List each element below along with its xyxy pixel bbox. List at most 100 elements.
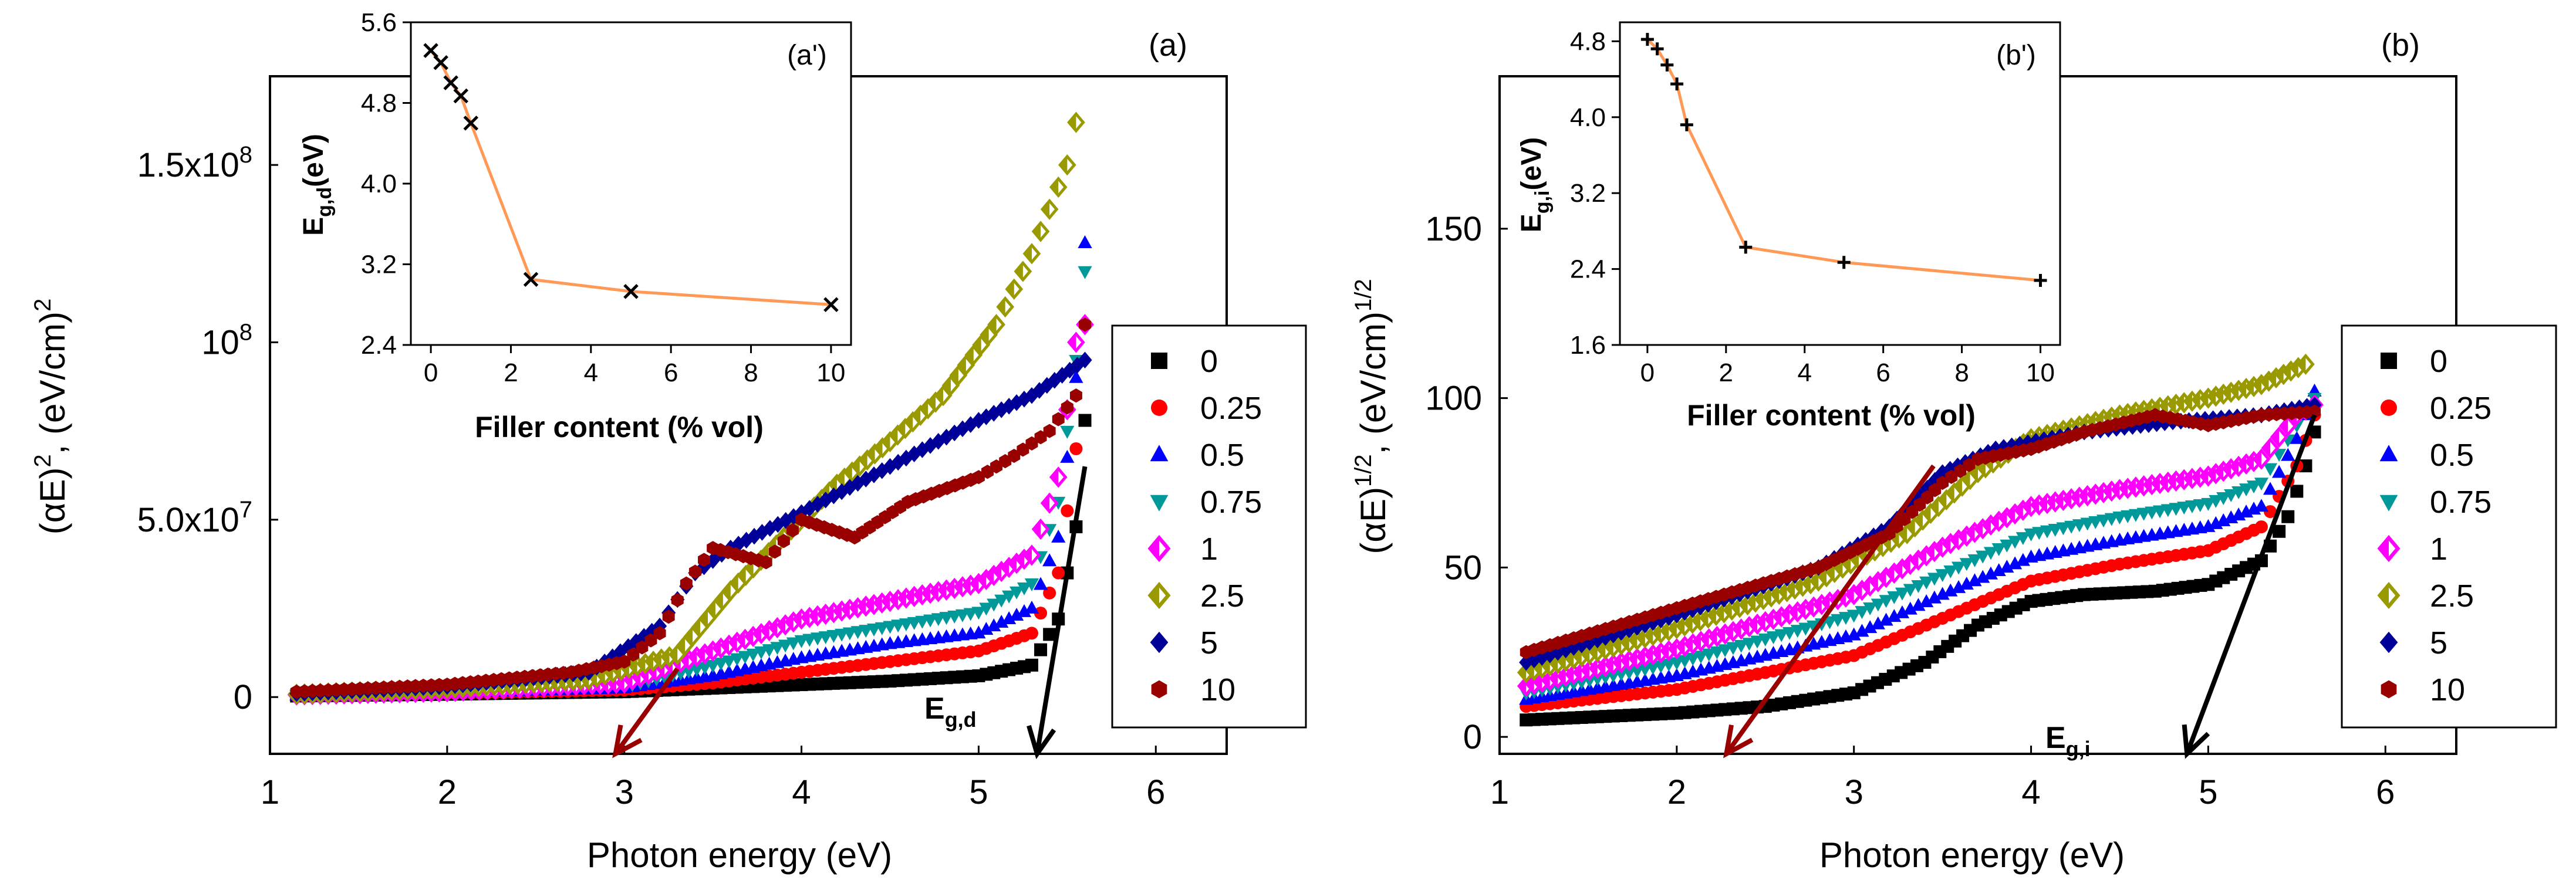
data-point bbox=[1069, 370, 1083, 383]
data-point bbox=[1693, 651, 1709, 664]
data-point bbox=[2104, 513, 2119, 526]
panel-a-x-axis-label: Photon energy (eV) bbox=[587, 835, 892, 875]
data-point bbox=[2080, 517, 2095, 531]
data-point bbox=[941, 374, 960, 397]
data-point bbox=[1040, 492, 1059, 514]
panel-b-y-axis: 0 50 100 150 bbox=[1425, 210, 1508, 756]
data-point bbox=[705, 660, 720, 673]
data-point bbox=[1024, 600, 1039, 614]
data-point bbox=[1927, 472, 1942, 489]
data-point bbox=[1895, 587, 1910, 601]
panel-a-arrows bbox=[612, 466, 1088, 760]
extrapolation-arrow bbox=[1723, 464, 1936, 759]
data-point bbox=[1903, 584, 1917, 597]
data-point bbox=[2263, 482, 2278, 495]
data-point bbox=[1677, 655, 1692, 668]
data-point bbox=[2224, 489, 2239, 502]
data-point bbox=[690, 663, 704, 677]
data-point bbox=[2008, 536, 2023, 549]
y-label-sup-2: 2 bbox=[30, 299, 56, 312]
data-point bbox=[759, 555, 772, 570]
data-point bbox=[2264, 505, 2277, 519]
data-point bbox=[1040, 198, 1059, 220]
data-point bbox=[964, 344, 983, 366]
data-point bbox=[1067, 111, 1085, 133]
y-label-prefix: (αE) bbox=[33, 468, 72, 535]
inset-data-point bbox=[1650, 42, 1664, 56]
legend-marker bbox=[2379, 445, 2398, 462]
panel-b-inset: 0 2 4 6 8 10 1.6 2.4 3.2 4.0 4.8 (b') Filler cont… bbox=[1516, 21, 2061, 432]
data-point bbox=[1726, 642, 1740, 655]
data-point bbox=[1669, 657, 1684, 671]
inset-y-tick-label: 2.4 bbox=[1570, 255, 1606, 284]
panel-a-y-axis: 0 5.0x107 108 1.5x108 bbox=[137, 142, 278, 716]
x-tick-label: 5 bbox=[969, 773, 988, 811]
data-point bbox=[2000, 539, 2014, 553]
panel-a-inset-y-label: Eg,d(eV) bbox=[298, 134, 336, 236]
legend-item-0: 0 bbox=[1151, 344, 1218, 379]
data-point bbox=[2209, 495, 2223, 508]
data-point bbox=[996, 296, 1015, 318]
legend-item-5: 5 bbox=[2379, 625, 2447, 661]
data-point bbox=[2008, 556, 2023, 570]
data-point bbox=[802, 500, 817, 517]
data-point bbox=[2231, 486, 2246, 500]
inset-x-tick-label: 0 bbox=[1640, 358, 1655, 387]
inset-x-tick-label: 6 bbox=[1876, 358, 1890, 387]
data-point bbox=[2252, 448, 2271, 470]
legend-label: 0.5 bbox=[1200, 438, 1244, 473]
data-point bbox=[1790, 625, 1805, 638]
data-point bbox=[1919, 594, 1934, 607]
x-tick-label: 4 bbox=[792, 773, 811, 811]
legend-label: 0.5 bbox=[2430, 438, 2474, 473]
data-point bbox=[754, 646, 769, 659]
data-point bbox=[2273, 524, 2286, 538]
data-point bbox=[1983, 566, 1998, 580]
data-point bbox=[1911, 598, 1926, 611]
data-point bbox=[613, 643, 628, 661]
y-label-mid: , (eV/cm) bbox=[33, 312, 72, 454]
data-point bbox=[1951, 561, 1966, 575]
data-point bbox=[1855, 624, 1869, 637]
legend-marker bbox=[2377, 581, 2401, 610]
data-point bbox=[2299, 459, 2312, 473]
legend-label: 0.75 bbox=[2430, 485, 2491, 520]
panel-a-inset: 0 2 4 6 8 10 2.4 3.2 4.0 4.8 5.6 (a') Filler cont… bbox=[298, 8, 852, 444]
inset-y-label-sub: g,d bbox=[313, 187, 336, 217]
panel-b-inset-label: (b') bbox=[1996, 40, 2036, 71]
inset-x-tick-label: 8 bbox=[744, 358, 758, 387]
data-point bbox=[972, 334, 991, 356]
legend-label: 5 bbox=[1200, 625, 1218, 661]
series-0.75 bbox=[1519, 392, 2322, 701]
inset-data-point bbox=[1680, 118, 1693, 131]
data-point bbox=[2308, 404, 2321, 419]
data-point bbox=[1927, 573, 1942, 586]
data-point bbox=[1002, 611, 1017, 625]
data-point bbox=[1049, 466, 1068, 488]
data-point bbox=[987, 598, 1001, 612]
data-point bbox=[1750, 635, 1765, 649]
data-point bbox=[2000, 560, 2014, 573]
data-point bbox=[971, 412, 986, 429]
inset-y-label-base: E bbox=[298, 217, 329, 236]
data-point bbox=[1043, 424, 1056, 438]
legend-item-0: 0 bbox=[2381, 344, 2447, 379]
data-point bbox=[1991, 563, 2006, 576]
data-point bbox=[1017, 604, 1032, 617]
data-point bbox=[859, 470, 873, 487]
panel-b-data-layer bbox=[1517, 353, 2324, 727]
panel-b-y-axis-label: (αE)1/2, (eV/cm)1/2 bbox=[1351, 279, 1393, 554]
inset-data-point bbox=[443, 75, 458, 90]
data-point bbox=[1871, 616, 1885, 629]
data-point bbox=[1943, 565, 1958, 578]
data-point bbox=[786, 508, 801, 525]
series-10 bbox=[1520, 404, 2321, 659]
data-point bbox=[1879, 612, 1893, 626]
x-tick-label: 3 bbox=[615, 773, 634, 811]
data-point bbox=[1022, 243, 1041, 265]
data-point bbox=[994, 594, 1009, 608]
data-point bbox=[1967, 554, 1982, 567]
inset-y-label-tail: (eV) bbox=[1516, 137, 1547, 191]
legend-item-2.5: 2.5 bbox=[1147, 578, 1244, 614]
